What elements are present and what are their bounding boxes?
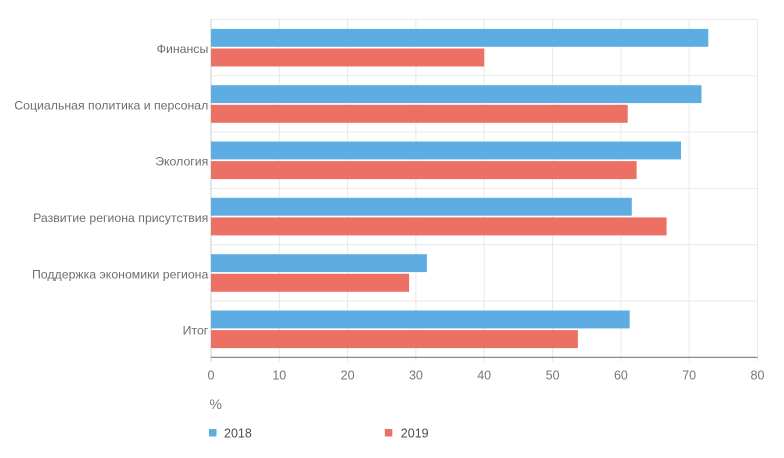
svg-text:70: 70: [682, 369, 696, 383]
svg-text:20: 20: [341, 369, 355, 383]
svg-text:2018: 2018: [224, 427, 252, 441]
svg-text:Развитие региона присутствия: Развитие региона присутствия: [33, 211, 208, 225]
svg-text:Финансы: Финансы: [157, 42, 209, 56]
svg-text:30: 30: [409, 369, 423, 383]
svg-text:Поддержка экономики региона: Поддержка экономики региона: [32, 267, 208, 281]
svg-text:0: 0: [208, 369, 215, 383]
svg-text:%: %: [210, 396, 222, 412]
svg-text:Итог: Итог: [183, 324, 209, 338]
svg-text:10: 10: [272, 369, 286, 383]
svg-text:60: 60: [614, 369, 628, 383]
svg-text:80: 80: [751, 369, 765, 383]
svg-text:Экология: Экология: [155, 155, 208, 169]
svg-text:Социальная политика и персонал: Социальная политика и персонал: [14, 98, 208, 112]
svg-text:50: 50: [546, 369, 560, 383]
svg-text:2019: 2019: [401, 427, 429, 441]
svg-text:40: 40: [477, 369, 491, 383]
